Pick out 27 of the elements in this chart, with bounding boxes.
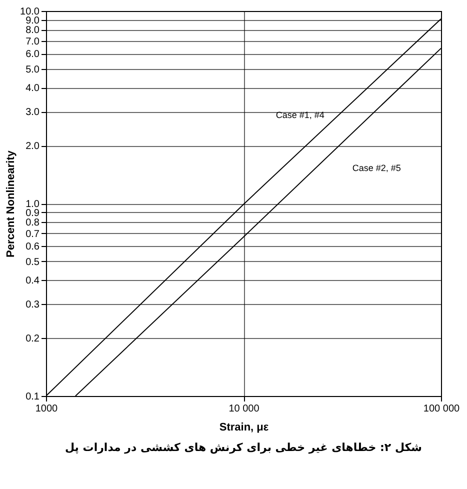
- y-tick-label: 0.6: [26, 242, 40, 253]
- y-tick-label: 9.0: [26, 15, 40, 26]
- y-tick-label: 0.5: [26, 256, 40, 268]
- y-tick-label: 6.0: [26, 49, 40, 60]
- y-tick-label: 8.0: [26, 25, 40, 36]
- x-tick-label: 1000: [35, 404, 58, 414]
- y-tick-label: 0.4: [26, 276, 40, 287]
- y-tick-label: 0.9: [26, 208, 40, 219]
- x-axis-title: Strain, με: [219, 422, 270, 434]
- y-tick-label: 0.3: [26, 300, 40, 311]
- series-label: Case #1, #4: [276, 110, 324, 120]
- y-tick-label: 10.0: [20, 6, 40, 18]
- text: Case #2, #5: [352, 163, 401, 174]
- y-tick-label: 3.0: [26, 107, 40, 118]
- y-tick-label: 1.0: [26, 199, 40, 210]
- y-tick-label: 0.8: [26, 218, 40, 229]
- y-tick-label: 2.0: [26, 141, 40, 152]
- y-tick-label: 0.7: [26, 228, 40, 240]
- y-tick-label: 0.1: [26, 392, 40, 402]
- x-tick-label: 100 000: [423, 404, 460, 414]
- y-tick-label: 7.0: [26, 36, 40, 48]
- y-tick-label: 4.0: [26, 83, 40, 94]
- y-tick-label: 5.0: [26, 64, 40, 76]
- text: شکل ۲: خطاهای غیر خطی برای کرنش های کششی در مدارات پل: [64, 441, 422, 454]
- y-tick-label: 0.2: [26, 334, 40, 345]
- y-axis-title: Percent Nonlinearity: [5, 150, 18, 258]
- x-tick-label: 10 000: [228, 404, 260, 414]
